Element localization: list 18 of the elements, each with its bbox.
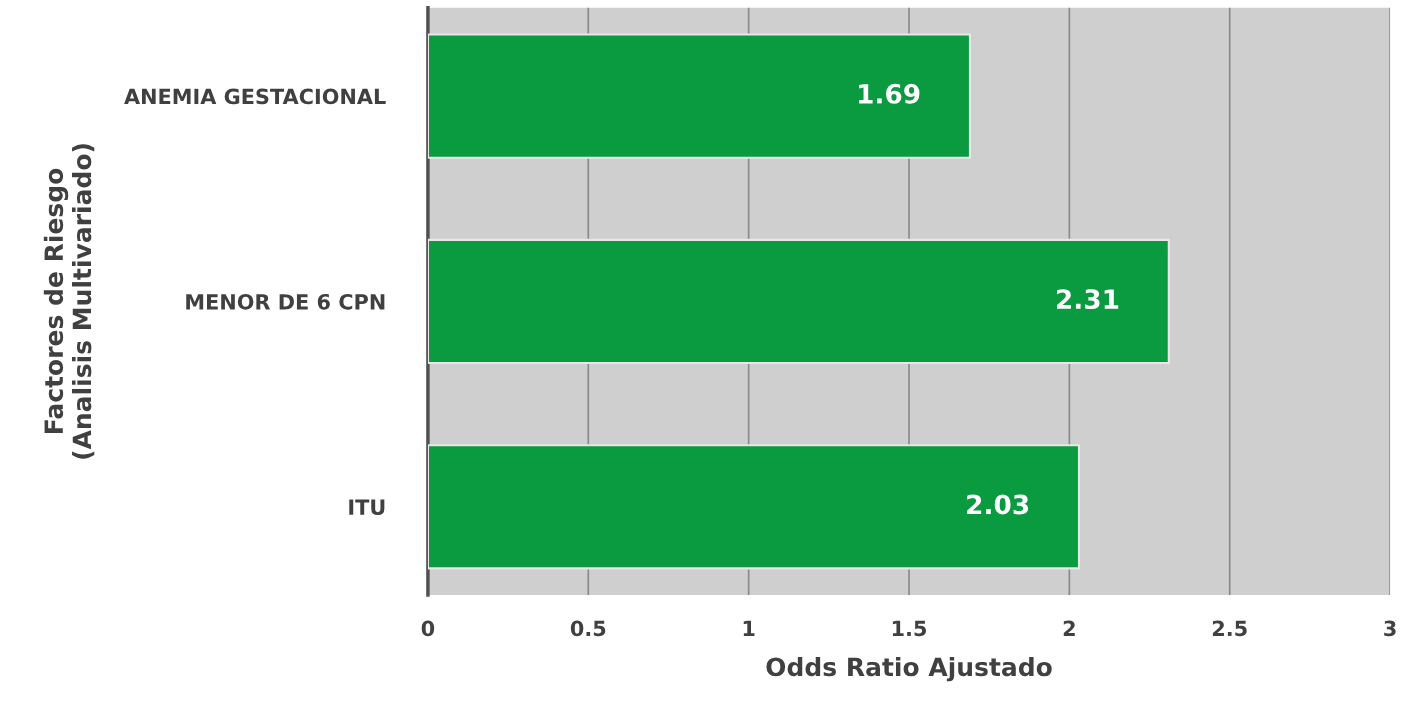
x-axis-title: Odds Ratio Ajustado <box>766 656 1052 682</box>
bar <box>427 33 971 159</box>
x-tick-label: 1 <box>743 620 755 636</box>
y-tick-label: MENOR DE 6 CPN <box>186 293 385 310</box>
bar <box>427 444 1081 570</box>
data-label: 2.31 <box>1056 289 1119 310</box>
data-label: 1.69 <box>859 83 920 104</box>
bar <box>427 238 1170 365</box>
x-tick-label: 2 <box>1063 620 1075 636</box>
x-tick-label: 0.5 <box>570 620 606 637</box>
y-axis-title: Factores de Riesgo (Analisis Multivariado) <box>43 144 95 459</box>
x-tick-label: 0 <box>421 620 435 637</box>
x-tick-label: 3 <box>1384 620 1396 637</box>
y-tick-label: ANEMIA GESTACIONAL <box>124 88 386 105</box>
data-label: 2.03 <box>967 494 1029 515</box>
x-tick-label: 2.5 <box>1212 620 1247 637</box>
y-tick-label: ITU <box>349 499 385 516</box>
x-tick-label: 1.5 <box>892 620 926 637</box>
